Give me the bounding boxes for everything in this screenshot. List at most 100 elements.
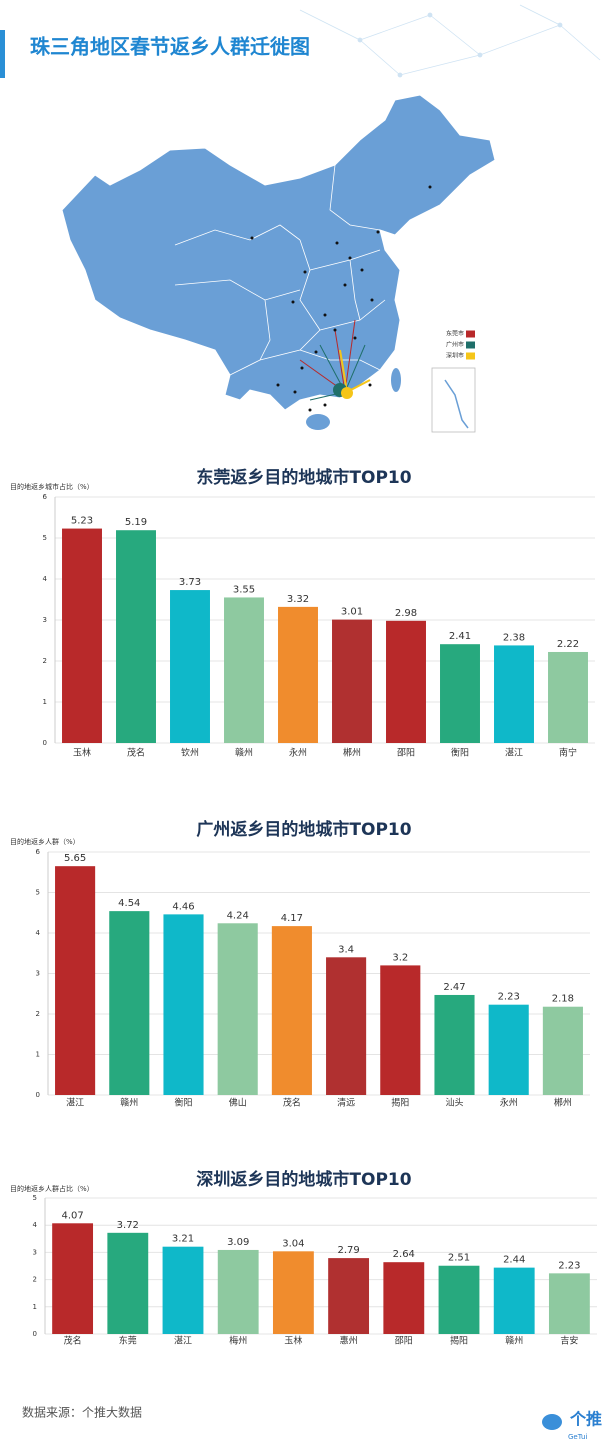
x-tick-label: 清远	[337, 1097, 355, 1109]
legend-swatch	[466, 330, 475, 338]
value-label: 2.98	[395, 608, 417, 619]
bar	[163, 914, 204, 1095]
x-tick-label: 梅州	[229, 1335, 247, 1347]
y-tick-label: 3	[36, 970, 40, 978]
x-tick-label: 赣州	[120, 1097, 138, 1109]
bar	[548, 651, 588, 743]
x-tick-label: 揭阳	[391, 1097, 409, 1109]
x-tick-label: 湛江	[174, 1336, 192, 1347]
bar	[326, 957, 367, 1095]
bar	[328, 1258, 370, 1334]
value-label: 5.19	[125, 517, 147, 528]
value-label: 2.79	[337, 1245, 359, 1256]
chart-title: 东莞返乡目的地城市TOP10	[196, 467, 411, 488]
legend-swatch	[466, 352, 475, 360]
legend-label: 广州市	[446, 341, 464, 349]
value-label: 2.23	[558, 1260, 580, 1271]
logo-sub: GeTui	[568, 1433, 587, 1441]
value-label: 2.51	[448, 1253, 470, 1264]
logo-text: 个推	[569, 1410, 602, 1429]
value-label: 2.22	[557, 639, 579, 650]
bar	[109, 911, 150, 1095]
value-label: 2.41	[449, 631, 471, 642]
x-tick-label: 揭阳	[450, 1335, 468, 1347]
y-tick-label: 6	[43, 493, 48, 501]
bar	[217, 923, 258, 1095]
x-tick-label: 湛江	[505, 748, 523, 759]
bar	[271, 926, 312, 1095]
bar	[488, 1004, 529, 1095]
y-tick-label: 4	[36, 929, 41, 937]
y-tick-label: 2	[43, 657, 47, 665]
header-decoration	[299, 4, 601, 78]
bar	[278, 606, 318, 743]
y-tick-label: 4	[43, 575, 48, 583]
bar	[116, 530, 156, 743]
value-label: 3.09	[227, 1237, 249, 1248]
bar	[272, 1251, 314, 1334]
bar	[107, 1232, 149, 1334]
value-label: 3.73	[179, 577, 201, 588]
y-tick-label: 5	[43, 534, 47, 542]
x-tick-label: 郴州	[554, 1097, 572, 1109]
x-tick-label: 南宁	[559, 747, 577, 759]
bar	[52, 1223, 94, 1334]
bar	[162, 1246, 204, 1334]
value-label: 4.07	[61, 1210, 83, 1221]
x-tick-label: 汕头	[445, 1098, 463, 1109]
value-label: 3.04	[282, 1238, 304, 1249]
x-tick-label: 惠州	[340, 1335, 358, 1347]
bar	[332, 619, 372, 743]
value-label: 4.17	[281, 913, 303, 924]
y-tick-label: 5	[36, 889, 40, 897]
bar	[170, 590, 210, 743]
bar	[380, 965, 421, 1095]
y-tick-label: 2	[33, 1276, 37, 1284]
x-tick-label: 衡阳	[451, 747, 469, 759]
value-label: 4.46	[172, 901, 194, 912]
bar	[217, 1249, 259, 1334]
value-label: 3.72	[117, 1220, 139, 1231]
y-tick-label: 3	[43, 616, 47, 624]
x-tick-label: 衡阳	[174, 1097, 192, 1109]
x-tick-label: 赣州	[235, 747, 253, 759]
y-tick-label: 0	[36, 1091, 40, 1099]
header-bar	[0, 30, 5, 78]
x-tick-label: 玉林	[284, 1335, 302, 1347]
value-label: 5.23	[71, 516, 93, 527]
x-tick-label: 永州	[500, 1097, 518, 1109]
y-tick-label: 1	[33, 1303, 37, 1311]
x-tick-label: 茂名	[127, 747, 145, 759]
bar	[493, 1267, 535, 1334]
x-tick-label: 永州	[289, 747, 307, 759]
value-label: 2.64	[393, 1249, 415, 1260]
page-title: 珠三角地区春节返乡人群迁徙图	[30, 35, 310, 59]
value-label: 2.38	[503, 632, 525, 643]
bar	[383, 1262, 425, 1334]
y-axis-label: 目的地返乡人群（%）	[10, 837, 80, 846]
value-label: 5.65	[64, 853, 86, 864]
x-tick-label: 赣州	[505, 1335, 523, 1347]
chart-title: 深圳返乡目的地城市TOP10	[196, 1169, 411, 1190]
y-tick-label: 5	[33, 1194, 37, 1202]
value-label: 3.55	[233, 584, 255, 595]
bar	[438, 1265, 480, 1334]
x-tick-label: 东莞	[119, 1335, 137, 1347]
x-tick-label: 邵阳	[395, 1336, 413, 1347]
value-label: 3.01	[341, 607, 363, 618]
bar	[434, 994, 475, 1095]
value-label: 2.44	[503, 1255, 525, 1266]
legend-label: 东莞市	[446, 330, 464, 338]
x-tick-label: 湛江	[66, 1098, 84, 1109]
x-tick-label: 茂名	[283, 1097, 301, 1109]
charts: 东莞返乡目的地城市TOP10 目的地返乡城市占比（%） 0 1 2 3 4 5 6 5.23 玉林 5…	[10, 467, 597, 1347]
y-axis-label: 目的地返乡城市占比（%）	[10, 482, 94, 491]
bar	[386, 620, 426, 743]
bar	[548, 1273, 590, 1334]
value-label: 3.32	[287, 594, 309, 605]
x-tick-label: 钦州	[181, 747, 199, 759]
y-tick-label: 1	[36, 1051, 40, 1059]
y-tick-label: 4	[33, 1221, 38, 1229]
legend-label: 深圳市	[446, 352, 464, 360]
